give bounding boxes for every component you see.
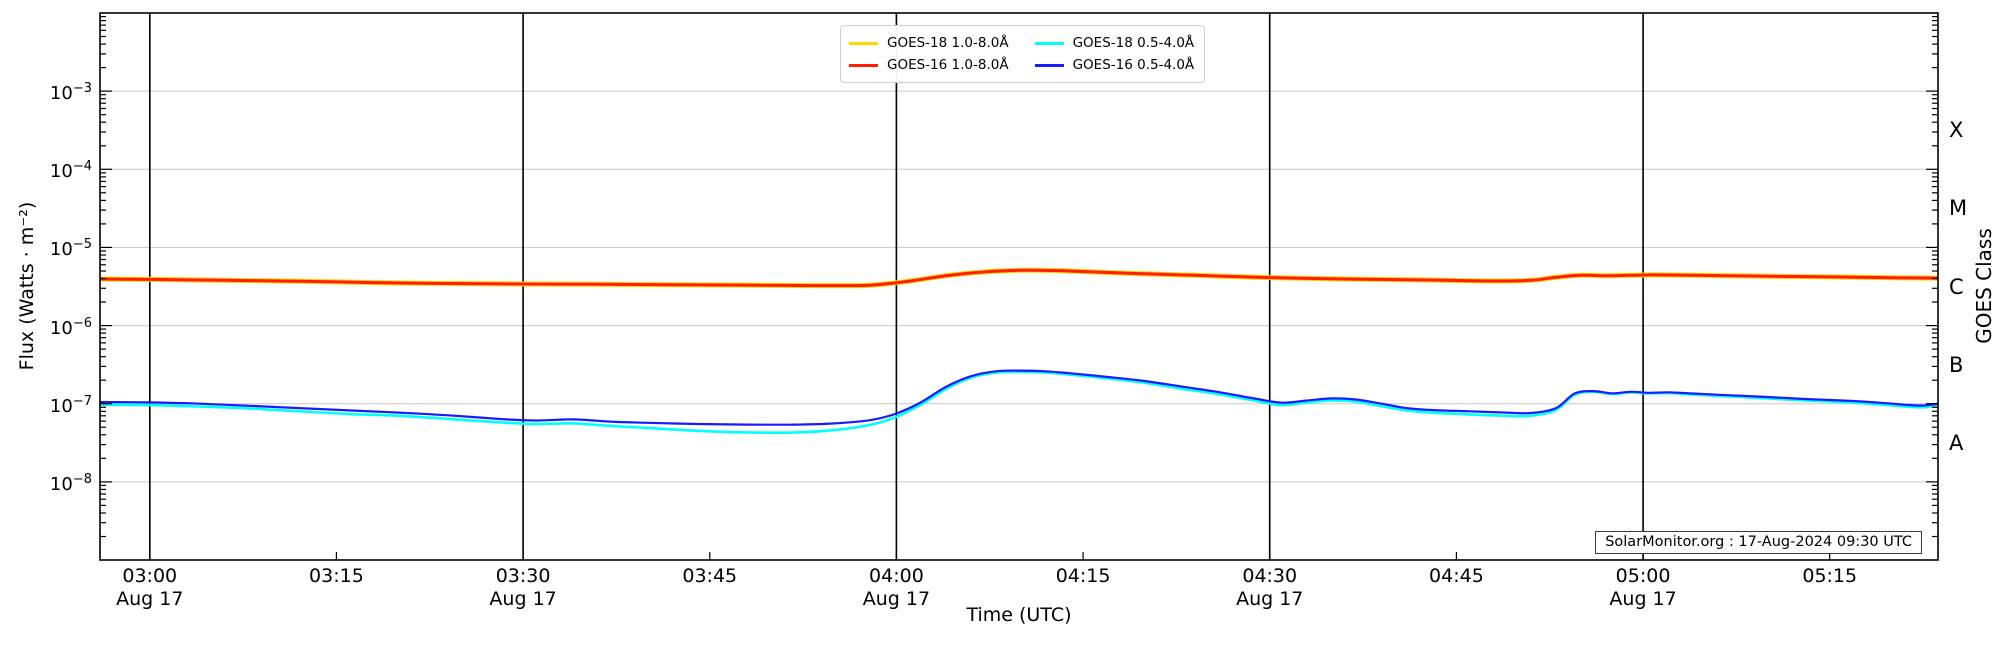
x-tick-label: 03:15 xyxy=(309,565,364,587)
series-line-1 xyxy=(100,268,1938,288)
x-tick-label: 03:45 xyxy=(682,565,738,587)
series-line-3 xyxy=(100,369,1938,426)
legend-label: GOES-16 1.0-8.0Å xyxy=(887,57,1009,73)
legend-item: GOES-16 1.0-8.0Å xyxy=(849,57,1009,73)
y-tick-label: 10−3 xyxy=(49,81,92,105)
right-axis-title: GOES Class xyxy=(1972,228,1996,344)
x-tick-label: 04:30 Aug 17 xyxy=(1236,565,1304,610)
goes-class-letter: X xyxy=(1949,118,1964,143)
watermark-annotation: SolarMonitor.org : 17-Aug-2024 09:30 UTC xyxy=(1595,531,1922,554)
x-tick-label: 03:30 Aug 17 xyxy=(489,565,557,610)
legend: GOES-18 1.0-8.0Å GOES-16 1.0-8.0Å GOES-1… xyxy=(840,25,1206,83)
plot-border xyxy=(99,12,1939,561)
y-tick-label: 10−7 xyxy=(49,393,92,417)
x-tick-label: 04:45 xyxy=(1429,565,1484,587)
legend-line-swatch xyxy=(849,63,878,67)
x-tick-date-label: Aug 17 xyxy=(1609,588,1677,610)
goes-class-letter: A xyxy=(1949,430,1964,455)
x-axis-title: Time (UTC) xyxy=(966,604,1072,626)
x-tick-label: 05:15 xyxy=(1802,565,1858,587)
y-tick-label: 10−8 xyxy=(49,471,92,495)
x-tick-date-label: Aug 17 xyxy=(1236,588,1304,610)
y-tick-label: 10−5 xyxy=(49,237,92,261)
x-tick-label: 04:15 xyxy=(1055,565,1111,587)
x-tick-date-label: Aug 17 xyxy=(862,588,931,610)
legend-item: GOES-18 1.0-8.0Å xyxy=(849,35,1009,51)
legend-label: GOES-18 1.0-8.0Å xyxy=(887,35,1009,51)
legend-label: GOES-18 0.5-4.0Å xyxy=(1072,35,1195,51)
x-tick-label: 03:00 Aug 17 xyxy=(116,565,184,610)
legend-line-swatch xyxy=(1034,63,1064,67)
y-axis-title: Flux (Watts · m⁻²) xyxy=(16,201,38,371)
legend-item: GOES-18 0.5-4.0Å xyxy=(1034,35,1195,51)
legend-label: GOES-16 0.5-4.0Å xyxy=(1072,57,1195,73)
x-tick-label: 04:00 Aug 17 xyxy=(862,565,931,610)
x-tick-date-label: Aug 17 xyxy=(489,588,557,610)
series-line-2 xyxy=(100,370,1938,434)
goes-class-letter: B xyxy=(1949,352,1964,377)
legend-line-swatch xyxy=(1034,41,1064,45)
y-tick-label: 10−6 xyxy=(49,315,92,339)
y-tick-label: 10−4 xyxy=(49,159,92,183)
legend-item: GOES-16 0.5-4.0Å xyxy=(1034,57,1195,73)
legend-line-swatch xyxy=(849,41,878,45)
x-tick-label: 05:00 Aug 17 xyxy=(1609,565,1677,610)
goes-class-letter: M xyxy=(1949,196,1968,221)
goes-class-letter: C xyxy=(1949,274,1964,299)
x-tick-date-label: Aug 17 xyxy=(116,588,184,610)
